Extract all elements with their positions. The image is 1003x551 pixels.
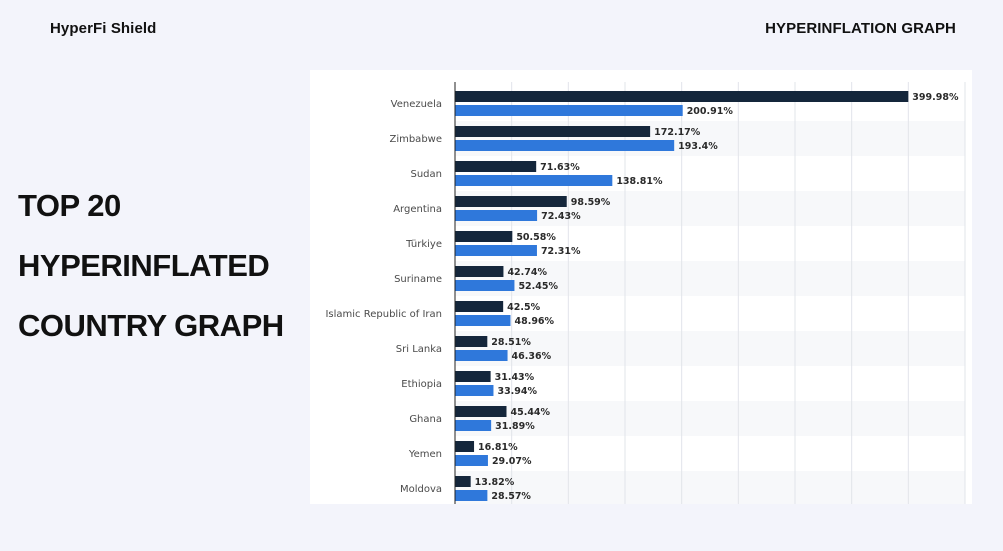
- bar-series-2: [455, 210, 538, 221]
- value-label: 42.74%: [507, 267, 547, 278]
- bar-series-2: [455, 140, 675, 151]
- value-label: 50.58%: [516, 232, 556, 243]
- value-label: 31.43%: [495, 372, 535, 383]
- value-label: 13.82%: [475, 477, 515, 488]
- inflation-bar-chart: Venezuela 399.98% 200.91% Zimbabwe 172.17% 19…: [325, 82, 966, 504]
- category-label: Moldova: [400, 484, 442, 495]
- category-label: Islamic Republic of Iran: [325, 309, 442, 320]
- value-label: 71.63%: [540, 162, 580, 173]
- value-label: 138.81%: [616, 176, 663, 187]
- bar-series-1: [455, 371, 491, 382]
- bar-series-2: [455, 245, 537, 256]
- bar-group: [455, 91, 909, 501]
- value-label: 46.36%: [512, 351, 552, 362]
- bar-series-2: [455, 315, 511, 326]
- value-label: 48.96%: [514, 316, 554, 327]
- bar-series-2: [455, 420, 492, 431]
- category-label: Argentina: [393, 204, 442, 215]
- value-label: 193.4%: [678, 141, 718, 152]
- bar-series-2: [455, 280, 515, 291]
- headline-line-1: TOP 20: [18, 188, 121, 223]
- headline-line-2: HYPERINFLATED: [18, 248, 270, 283]
- grid-lines: [511, 82, 966, 504]
- bar-series-2: [455, 105, 683, 116]
- category-label: Sudan: [411, 169, 443, 180]
- value-label: 31.89%: [495, 421, 535, 432]
- bar-series-2: [455, 455, 488, 466]
- label-group: Venezuela 399.98% 200.91% Zimbabwe 172.17% 19…: [325, 92, 959, 502]
- nav-title: HYPERINFLATION GRAPH: [765, 20, 956, 37]
- value-label: 16.81%: [478, 442, 518, 453]
- headline-line-3: COUNTRY GRAPH: [18, 308, 284, 343]
- inflation-chart: Venezuela 399.98% 200.91% Zimbabwe 172.17% 19…: [310, 70, 972, 504]
- category-label: Sri Lanka: [396, 344, 442, 355]
- row-band: [455, 401, 965, 436]
- category-label: Ethiopia: [401, 379, 442, 390]
- value-label: 72.31%: [541, 246, 581, 257]
- category-label: Yemen: [408, 449, 442, 460]
- category-label: Türkiye: [405, 239, 442, 250]
- value-label: 28.51%: [491, 337, 531, 348]
- value-label: 200.91%: [687, 106, 734, 117]
- category-label: Ghana: [409, 414, 442, 425]
- value-label: 33.94%: [497, 386, 537, 397]
- value-label: 42.5%: [507, 302, 540, 313]
- category-label: Venezuela: [391, 99, 442, 110]
- bar-series-1: [455, 476, 471, 487]
- page-headline: TOP 20 HYPERINFLATED COUNTRY GRAPH: [18, 176, 308, 356]
- bar-series-1: [455, 126, 651, 137]
- row-band: [455, 471, 965, 504]
- value-label: 28.57%: [491, 491, 531, 502]
- category-label: Suriname: [394, 274, 442, 285]
- value-label: 52.45%: [518, 281, 558, 292]
- bar-series-1: [455, 441, 475, 452]
- row-bands: [455, 121, 965, 504]
- bar-series-1: [455, 266, 504, 277]
- category-label: Zimbabwe: [389, 134, 442, 145]
- bar-series-2: [455, 350, 508, 361]
- bar-series-1: [455, 301, 504, 312]
- bar-series-2: [455, 385, 494, 396]
- bar-series-1: [455, 196, 567, 207]
- row-band: [455, 331, 965, 366]
- value-label: 172.17%: [654, 127, 701, 138]
- bar-series-1: [455, 91, 909, 102]
- bar-series-2: [455, 490, 488, 501]
- value-label: 72.43%: [541, 211, 581, 222]
- value-label: 98.59%: [571, 197, 611, 208]
- value-label: 399.98%: [912, 92, 959, 103]
- bar-series-1: [455, 161, 537, 172]
- bar-series-2: [455, 175, 613, 186]
- bar-series-1: [455, 406, 507, 417]
- bar-series-1: [455, 336, 488, 347]
- value-label: 45.44%: [510, 407, 550, 418]
- brand-name: HyperFi Shield: [50, 20, 157, 37]
- bar-series-1: [455, 231, 513, 242]
- row-band: [455, 261, 965, 296]
- value-label: 29.07%: [492, 456, 532, 467]
